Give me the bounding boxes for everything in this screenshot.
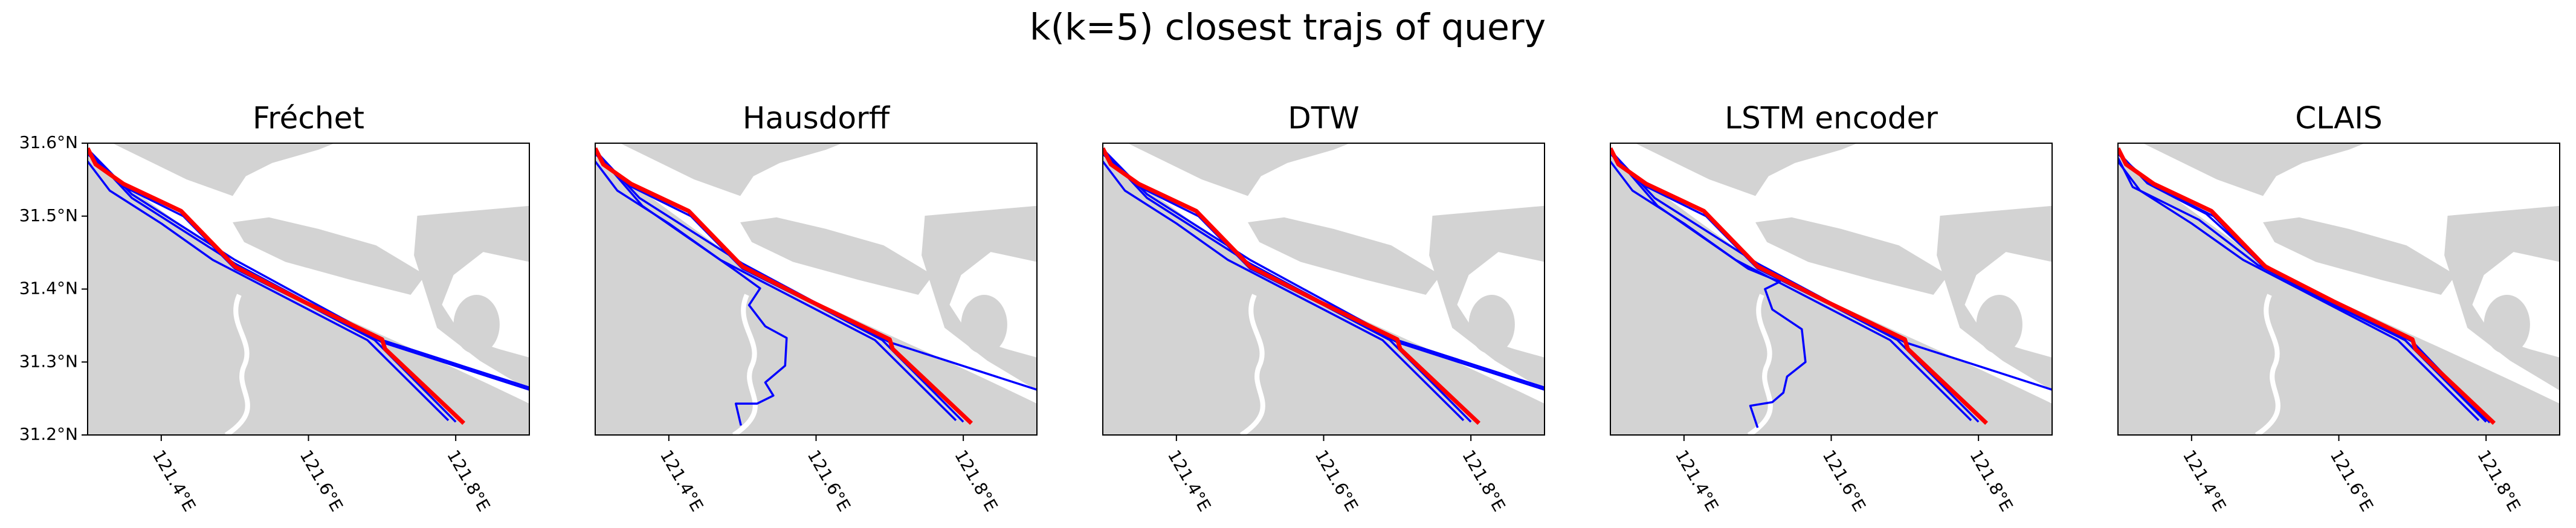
trajectory (1103, 147, 1481, 425)
x-tick-label: 121.4°E (149, 446, 200, 515)
x-tick-label: 121.6°E (2326, 446, 2378, 515)
x-tick-label: 121.8°E (2473, 446, 2525, 515)
map-background (595, 143, 1037, 435)
x-tick-label: 121.8°E (951, 446, 1002, 515)
y-tick-label: 31.4°N (19, 278, 78, 298)
map-background (1103, 143, 1545, 435)
x-tick-label: 121.8°E (1458, 446, 1509, 515)
trajectory (1103, 161, 1465, 422)
trajectory (2118, 147, 2496, 425)
x-tick-label: 121.8°E (443, 446, 494, 515)
plot-area (1610, 147, 2052, 428)
plot-area (88, 147, 529, 425)
subplot-title: Fréchet (253, 101, 364, 136)
trajectory (88, 161, 450, 422)
x-tick-label: 121.6°E (804, 446, 855, 515)
trajectory (88, 147, 466, 425)
map-background (2118, 143, 2560, 435)
y-tick-label: 31.3°N (19, 351, 78, 371)
map-background (1610, 143, 2052, 435)
x-tick-label: 121.4°E (656, 446, 708, 515)
x-tick-label: 121.6°E (1311, 446, 1363, 515)
trajectory (595, 147, 973, 425)
y-tick-label: 31.5°N (19, 205, 78, 225)
x-tick-label: 121.4°E (1671, 446, 1723, 515)
y-tick-label: 31.2°N (19, 424, 78, 444)
plot-area (595, 147, 1037, 426)
trajectory (595, 161, 957, 422)
trajectory (1610, 147, 1989, 425)
x-tick-label: 121.4°E (1164, 446, 1215, 515)
x-tick-label: 121.6°E (296, 446, 347, 515)
subplot-title: Hausdorff (743, 101, 891, 136)
trajectory (595, 150, 788, 426)
y-tick-label: 31.6°N (19, 132, 78, 152)
x-tick-label: 121.4°E (2179, 446, 2230, 515)
subplot-title: CLAIS (2295, 101, 2383, 136)
map-background (88, 143, 529, 435)
subplot-title: LSTM encoder (1725, 101, 1938, 136)
x-tick-label: 121.8°E (1966, 446, 2017, 515)
plot-area (2118, 147, 2496, 425)
trajectory (2118, 157, 2487, 422)
trajectory (1610, 161, 1972, 422)
plot-area (1103, 147, 1545, 425)
figure-title: k(k=5) closest trajs of query (1030, 7, 1546, 49)
x-tick-label: 121.6°E (1819, 446, 1870, 515)
subplot-title: DTW (1288, 101, 1359, 136)
trajectory (1610, 150, 1807, 428)
